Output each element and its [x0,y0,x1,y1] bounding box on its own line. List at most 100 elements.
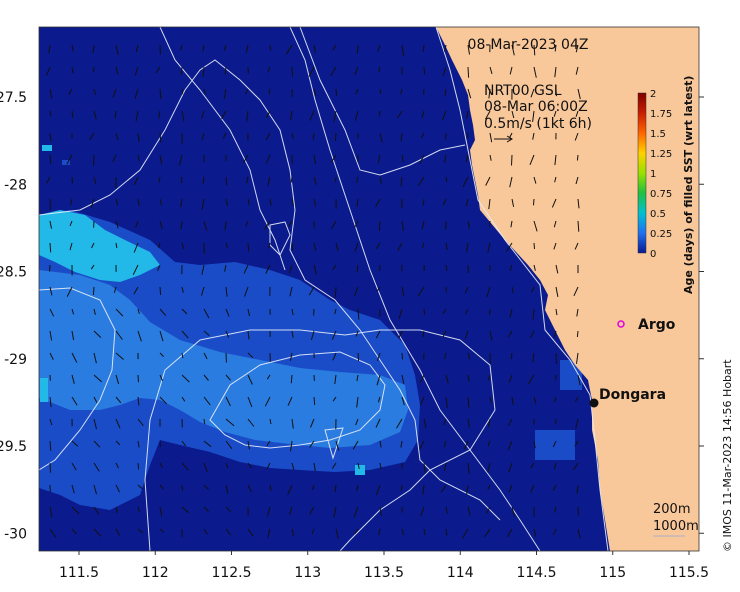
current-arrow [222,132,227,139]
current-arrow [247,352,254,359]
current-arrow [423,308,426,315]
current-arrow [488,88,491,99]
current-arrow [92,44,95,54]
current-arrow [247,330,250,340]
current-arrow [244,88,249,95]
current-arrow [290,440,293,452]
current-arrow [489,330,493,341]
current-arrow [357,352,360,362]
current-arrow [443,440,447,448]
current-arrow [313,154,317,165]
current-arrow [467,374,470,382]
current-arrow [268,88,271,95]
current-arrow [313,198,316,207]
current-arrow [225,528,232,536]
current-arrow [442,330,447,338]
current-arrow [509,308,513,318]
current-arrow [290,110,293,121]
x-tick-label: 114 [447,565,474,581]
scale-arrow [494,135,513,143]
current-arrow [511,396,514,406]
current-arrow [71,308,75,315]
current-arrow [377,44,381,52]
current-arrow [423,528,426,536]
current-arrow [574,132,579,141]
current-arrow [420,506,425,517]
colorbar-title: Age (days) of filled SST (wrt latest) [682,76,695,294]
current-arrow [376,352,381,362]
current-arrow [464,440,469,450]
current-arrow [181,396,186,402]
current-arrow [356,484,359,492]
current-arrow [487,418,491,428]
current-arrow [137,528,144,534]
current-arrow [71,506,80,515]
current-arrow [159,220,163,229]
current-arrow [445,176,448,183]
current-arrow [246,110,249,122]
current-arrow [333,506,337,518]
current-arrow [155,66,161,74]
current-arrow [93,528,102,537]
current-arrow [486,286,491,298]
current-arrow [332,264,337,270]
current-arrow [533,528,537,537]
current-arrow [69,220,73,227]
current-arrow [291,330,294,338]
colorbar-gradient [637,92,647,254]
current-arrow [291,242,293,251]
colorbar-tick-label: 0.75 [650,189,672,200]
current-arrow [203,396,211,406]
current-arrow [115,330,123,340]
current-arrow [243,154,249,163]
current-arrow [49,330,53,341]
current-arrow [530,330,535,339]
current-arrow [267,176,271,186]
current-arrow [375,484,381,496]
y-tick-label: -28.5 [0,265,27,281]
current-arrow [352,440,359,450]
current-arrow [577,220,580,232]
current-arrow [356,264,359,273]
current-arrow [313,44,316,53]
current-arrow [487,462,491,473]
current-arrow [466,484,469,495]
current-arrow [377,396,381,403]
contour-line [39,287,116,471]
contour-line [209,351,386,449]
current-arrow [225,330,230,338]
current-arrow [511,198,515,207]
current-arrow [575,110,579,117]
current-arrow [309,440,315,448]
current-arrow [400,440,403,448]
current-arrow [133,286,139,295]
current-arrow [288,264,293,274]
current-arrow [115,440,121,446]
current-arrow [49,528,57,538]
current-arrow [291,462,295,470]
y-tick-label: -30 [4,526,27,542]
current-arrow [555,286,559,297]
current-arrow [225,484,229,494]
current-arrow [246,176,249,184]
y-tick-label: -29 [4,352,27,368]
current-arrow [93,88,97,95]
current-arrow [445,528,448,536]
land-area [436,27,699,551]
current-arrow [312,484,315,490]
current-arrow [423,66,426,75]
current-arrow [507,330,513,338]
current-arrow [268,242,271,249]
current-arrow [423,418,427,429]
current-arrow [375,198,381,208]
current-arrow [355,88,359,95]
current-arrow [396,110,403,119]
current-arrow [441,110,447,121]
current-arrow [49,286,53,296]
current-arrow [509,132,513,138]
current-arrow [201,286,205,296]
argo-marker [617,320,625,328]
current-arrow [445,264,448,271]
current-arrow [157,264,161,271]
current-arrow [159,154,163,165]
